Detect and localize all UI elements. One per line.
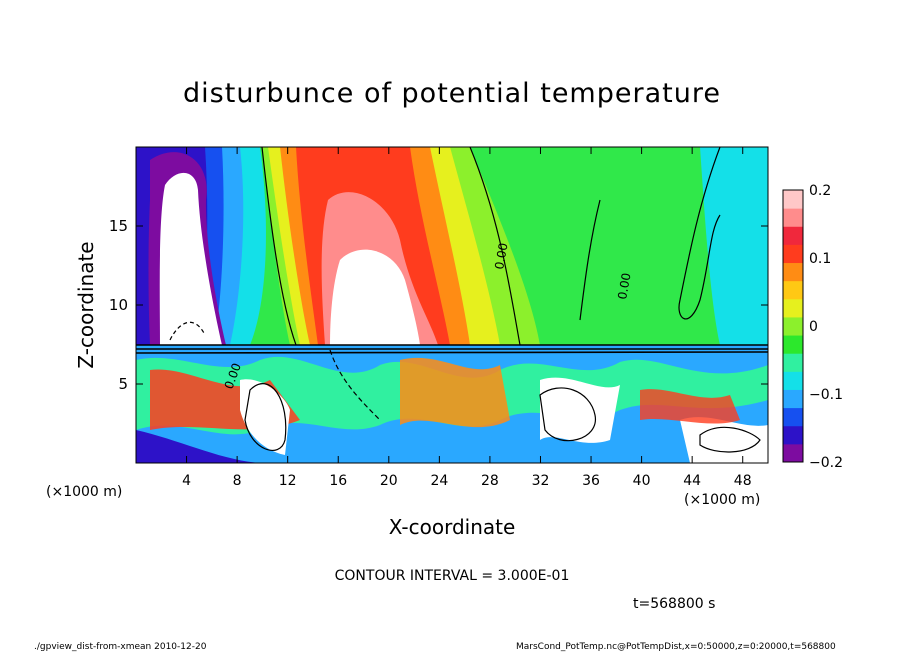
x-axis-ticks: 4 8 12 16 20 24 28 32 36 40 44 48 — [182, 147, 752, 489]
contour-line — [244, 383, 287, 451]
x-tick-label: 32 — [532, 473, 550, 489]
contour-line-negative — [169, 321, 206, 341]
colorbar-swatch — [783, 298, 803, 318]
contour-label: 0.00 — [492, 242, 510, 271]
x-tick-label: 36 — [582, 473, 600, 489]
colorbar-swatch — [783, 280, 803, 300]
field-cyan-right — [700, 147, 768, 345]
x-tick-label: 48 — [734, 473, 752, 489]
field-white-left — [159, 172, 222, 345]
footer-source: MarsCond_PotTemp.nc@PotTempDist,x=0:5000… — [516, 642, 836, 652]
y-tick-label: 10 — [109, 296, 128, 314]
footer-command: ./gpview_dist-from-xmean 2010-12-20 — [34, 642, 207, 652]
x-tick-label: 28 — [481, 473, 499, 489]
contour-line — [579, 199, 601, 321]
contour-lines — [136, 147, 768, 453]
contour-line-negative — [329, 349, 381, 421]
contour-interval-text: CONTOUR INTERVAL = 3.000E-01 — [334, 568, 570, 584]
colorbar-swatch — [783, 389, 803, 409]
contour-line — [261, 147, 297, 346]
colorbar-tick-label: 0 — [809, 319, 818, 335]
colorbar-swatch — [783, 407, 803, 427]
y-axis-ticks: 5 10 15 — [109, 217, 768, 393]
colorbar-tick-label: −0.1 — [809, 387, 843, 403]
x-tick-label: 4 — [182, 473, 191, 489]
colorbar-swatch — [783, 208, 803, 227]
contour-line — [678, 147, 721, 320]
contour-label: 0.00 — [615, 272, 633, 301]
field-lower-white-3 — [680, 417, 768, 463]
x-unit-label-left: (×1000 m) — [46, 484, 123, 500]
colorbar-swatch — [783, 443, 803, 463]
x-tick-label: 16 — [329, 473, 347, 489]
colorbar-swatch — [783, 353, 803, 372]
colorbar-swatch — [783, 371, 803, 390]
field-lower-indigo — [136, 430, 260, 463]
contour-line — [469, 147, 521, 346]
x-tick-label: 24 — [430, 473, 448, 489]
colorbar-swatch — [783, 316, 803, 336]
x-tick-label: 20 — [380, 473, 398, 489]
chart-title: disturbunce of potential temperature — [183, 78, 721, 109]
x-tick-label: 12 — [279, 473, 297, 489]
x-axis-label: X-coordinate — [388, 515, 516, 539]
y-tick-label: 15 — [109, 217, 128, 235]
heatmap-field — [136, 147, 768, 463]
field-lower-white-1 — [540, 377, 620, 443]
colorbar-swatch — [783, 226, 803, 245]
colorbar-swatch — [783, 190, 803, 209]
field-lower-orange — [400, 357, 510, 428]
y-axis-label: Z-coordinate — [74, 241, 98, 369]
colorbar-swatch — [783, 425, 803, 445]
field-lower-white-2 — [240, 379, 290, 455]
colorbar-swatch — [783, 335, 803, 354]
x-tick-label: 44 — [683, 473, 701, 489]
colorbar-tick-label: 0.2 — [809, 183, 831, 199]
time-label: t=568800 s — [633, 596, 716, 612]
x-tick-label: 40 — [633, 473, 651, 489]
colorbar: 0.2 0.1 0 −0.1 −0.2 — [782, 183, 843, 471]
field-lower-red-2 — [640, 389, 740, 424]
x-unit-label-right: (×1000 m) — [684, 492, 761, 508]
colorbar-frame — [782, 189, 804, 463]
field-white-center — [330, 249, 420, 345]
contour-band — [136, 344, 768, 354]
colorbar-swatch — [783, 244, 803, 264]
colorbar-swatch — [783, 262, 803, 282]
x-tick-label: 8 — [233, 473, 242, 489]
colorbar-tick-label: −0.2 — [809, 455, 843, 471]
y-tick-label: 5 — [118, 375, 128, 393]
colorbar-tick-label: 0.1 — [809, 251, 831, 267]
contour-line — [539, 387, 596, 442]
contour-line — [699, 426, 761, 453]
